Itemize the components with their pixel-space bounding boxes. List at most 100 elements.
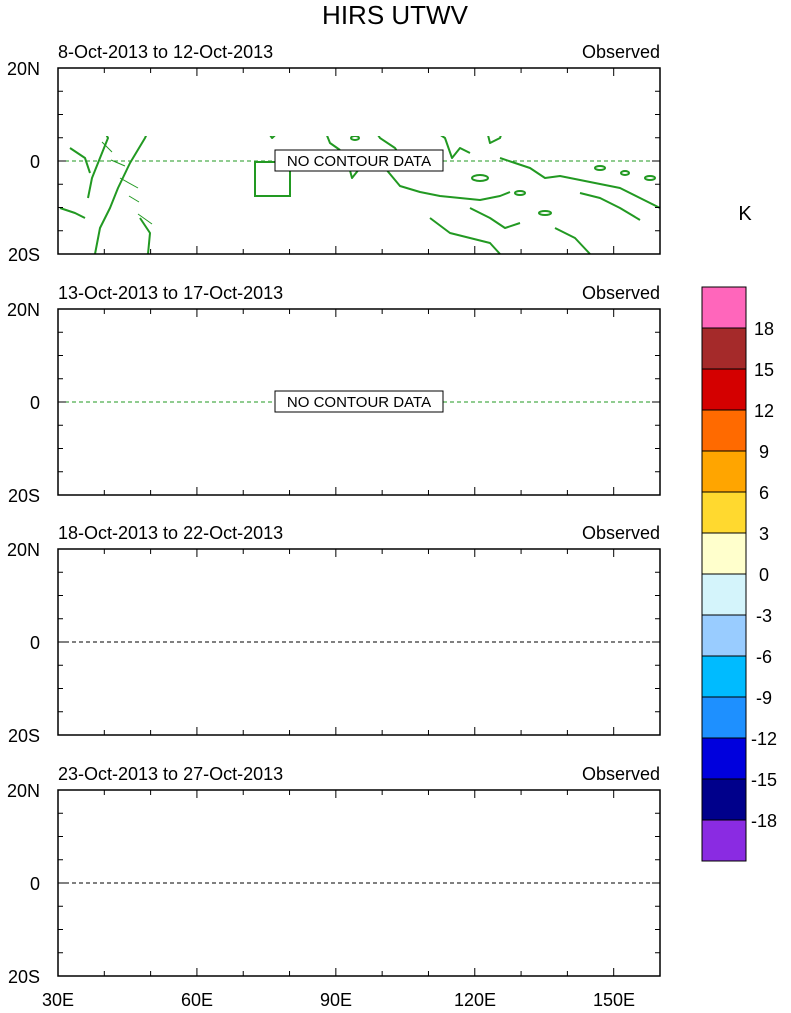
lon-label-30e: 30E — [42, 990, 74, 1010]
colorbar-swatch — [701, 819, 747, 862]
border-line — [93, 605, 111, 611]
border-line — [93, 846, 111, 852]
region-box — [255, 643, 290, 677]
colorbar-swatch — [701, 778, 747, 821]
coastline — [395, 88, 450, 108]
coastline — [430, 459, 500, 495]
colorbar-level-label: -6 — [756, 647, 772, 667]
island-outline — [595, 888, 605, 892]
coastline — [430, 609, 470, 639]
border-line — [128, 195, 140, 203]
island-outline — [539, 452, 551, 456]
colorbar-swatches — [701, 286, 747, 862]
island-outline — [645, 657, 655, 661]
colorbar-swatch — [701, 696, 747, 739]
island-outline — [472, 656, 488, 662]
coastline — [118, 569, 165, 591]
coastline — [94, 136, 148, 255]
border-line — [120, 659, 138, 669]
lat-label-20n: 20N — [7, 300, 40, 320]
axis-ticks — [57, 308, 661, 496]
coastline — [140, 459, 150, 495]
lon-label-90e: 90E — [320, 990, 352, 1010]
island-outline — [620, 170, 630, 176]
island-outline — [595, 647, 605, 651]
coastline — [478, 589, 505, 624]
border-line — [120, 900, 138, 910]
coastline — [395, 569, 450, 589]
coastline — [105, 561, 150, 584]
coastline — [580, 674, 640, 701]
island-outline — [351, 617, 359, 621]
colorbar-labels: 18 15 12 9 6 3 0 -3 -6 -9 -12 -15 -18 — [751, 319, 777, 831]
coastline — [271, 136, 276, 139]
island-outline — [351, 377, 359, 381]
border-line — [84, 587, 98, 597]
coastline — [139, 217, 151, 255]
coastline — [58, 557, 155, 735]
coastline — [69, 147, 91, 174]
colorbar-level-label: -18 — [751, 811, 777, 831]
coastline — [272, 790, 360, 860]
coastline — [340, 631, 372, 659]
colorbar-swatch — [701, 286, 747, 329]
coastline — [470, 689, 520, 709]
coastline — [430, 940, 500, 976]
colorbar-level-label: 9 — [759, 442, 769, 462]
island-outline — [644, 175, 656, 181]
colorbar-swatch — [701, 327, 747, 370]
colorbar: K 18 15 12 9 6 3 0 -3 -6 -9 -12 -15 -18 — [701, 203, 777, 862]
colorbar-swatch — [701, 614, 747, 657]
coastline — [470, 449, 520, 469]
border-line — [129, 677, 139, 683]
coastline — [60, 449, 85, 459]
coastline — [469, 207, 521, 229]
coastline — [429, 217, 501, 255]
island-outline — [621, 412, 629, 416]
region-box — [254, 161, 291, 197]
coastline — [440, 136, 471, 159]
colorbar-level-label: -12 — [751, 729, 777, 749]
figure-title: HIRS UTWV — [322, 0, 469, 30]
island-outline — [595, 407, 605, 411]
lon-label-150e: 150E — [593, 990, 635, 1010]
coastline — [395, 810, 450, 830]
colorbar-level-label: -15 — [751, 770, 777, 790]
coastline — [340, 872, 372, 900]
lat-label-20n: 20N — [7, 59, 40, 79]
no-data-message: NO CONTOUR DATA — [287, 394, 431, 411]
coastline — [430, 850, 470, 880]
island-outline — [538, 210, 552, 216]
island-outline — [594, 165, 606, 171]
colorbar-swatch — [701, 655, 747, 698]
panel-observed-label: Observed — [582, 523, 660, 543]
colorbar-swatch — [701, 409, 747, 452]
coastline — [580, 434, 640, 461]
lon-axis-labels: 30E 60E 90E 120E 150E — [42, 990, 635, 1010]
coastline — [430, 699, 500, 735]
island-outline — [472, 416, 488, 422]
panel-date-range: 23-Oct-2013 to 27-Oct-2013 — [58, 764, 283, 784]
border-line — [84, 828, 98, 838]
border-line — [119, 177, 139, 189]
border-line — [84, 347, 98, 357]
coastline — [500, 880, 660, 930]
axis-ticks — [57, 548, 661, 736]
coastline — [105, 80, 150, 103]
coastline — [87, 136, 109, 199]
map-panel-4: 23-Oct-2013 to 27-Oct-2013 Observed — [7, 764, 661, 987]
panel-date-range: 13-Oct-2013 to 17-Oct-2013 — [58, 283, 283, 303]
island-outline — [471, 174, 489, 182]
coastline — [478, 830, 505, 865]
coastline — [140, 940, 150, 976]
region-box — [255, 884, 290, 918]
lon-label-120e: 120E — [454, 990, 496, 1010]
coastline — [232, 309, 340, 391]
panel-observed-label: Observed — [582, 42, 660, 62]
panel-date-range: 8-Oct-2013 to 12-Oct-2013 — [58, 42, 273, 62]
coastline — [500, 639, 660, 689]
coastline — [580, 915, 640, 942]
coastline — [579, 192, 641, 221]
coastline — [555, 950, 590, 976]
